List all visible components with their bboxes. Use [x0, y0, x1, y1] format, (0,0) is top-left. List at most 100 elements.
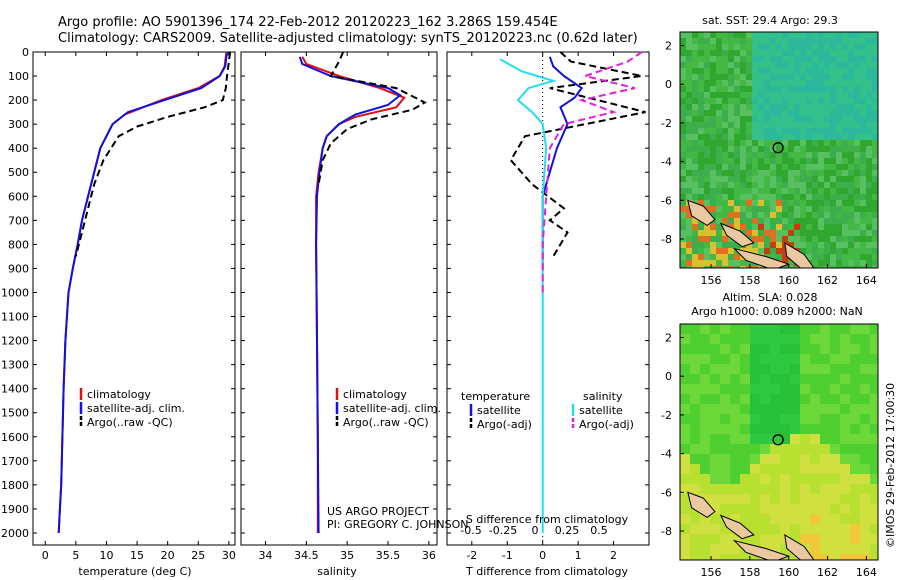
p-sla-cell	[810, 354, 820, 364]
p-sst-cell	[860, 74, 866, 80]
diff-legend-title: salinity	[583, 390, 623, 403]
p-sst-cell	[752, 122, 758, 128]
p-sst-cell	[800, 200, 806, 206]
p-sst-cell	[734, 32, 740, 38]
p-sst-cell	[818, 38, 824, 44]
p-sst-cell	[854, 170, 860, 176]
p-sst-cell	[734, 224, 740, 230]
p-sst-cell	[776, 98, 782, 104]
p-sla-cell	[710, 344, 720, 354]
argo-profile-marker	[772, 434, 784, 446]
p-sst-cell	[728, 86, 734, 92]
p-sst-cell	[848, 176, 854, 182]
p-sla-cell	[750, 404, 760, 414]
p-sla-cell	[790, 364, 800, 374]
p-sla-cell	[860, 364, 870, 374]
p-sst-cell	[758, 170, 764, 176]
p-sst-cell	[836, 182, 842, 188]
p-sst-cell	[722, 98, 728, 104]
p-sla-cell	[800, 484, 810, 494]
p-sst-cell	[806, 182, 812, 188]
p-sla-cell	[730, 384, 740, 394]
p-sla-cell	[870, 424, 878, 434]
p-sla-cell	[680, 494, 690, 504]
p-sla-cell	[810, 434, 820, 444]
p-sla-cell	[780, 444, 790, 454]
p-sst-cell	[680, 68, 686, 74]
p-sla-cell	[760, 484, 770, 494]
p-sla-cell	[750, 324, 760, 334]
p-sst-cell	[686, 32, 692, 38]
p-sla-cell	[860, 324, 870, 334]
p-sst-cell	[776, 44, 782, 50]
p-sst-cell	[698, 170, 704, 176]
p-sst-cell	[680, 50, 686, 56]
p-sla-cell	[800, 444, 810, 454]
p-sla-cell	[730, 394, 740, 404]
p-sst-cell	[854, 38, 860, 44]
p-sst-cell	[848, 170, 854, 176]
p-sla-cell	[820, 484, 830, 494]
p-sst-cell	[824, 164, 830, 170]
p-sst-cell	[746, 176, 752, 182]
p-sst-cell	[854, 86, 860, 92]
p-sst-cell	[866, 164, 872, 170]
p-sla-cell	[770, 494, 780, 504]
p-sst-cell	[776, 32, 782, 38]
p-sla-cell	[870, 484, 878, 494]
p-sst-cell	[872, 44, 878, 50]
p-sst-cell	[782, 164, 788, 170]
p-sst-cell	[842, 224, 848, 230]
p-sla-cell	[810, 474, 820, 484]
p-sst-cell	[854, 260, 860, 266]
p-sla-cell	[730, 464, 740, 474]
p-sst-cell	[872, 104, 878, 110]
p-sst-cell	[686, 260, 692, 266]
p-sla-cell	[800, 374, 810, 384]
sla-map-title2: Argo h1000: 0.089 h2000: NaN	[691, 305, 863, 318]
p-sla-cell	[730, 334, 740, 344]
p-sst-cell	[842, 242, 848, 248]
p-sst-cell	[842, 56, 848, 62]
p-sst-cell	[806, 92, 812, 98]
p-sst-cell	[728, 32, 734, 38]
p-sst-cell	[872, 224, 878, 230]
p-sst-cell	[818, 110, 824, 116]
p-sst-cell	[866, 32, 872, 38]
p-sla-cell	[690, 414, 700, 424]
p-sst-cell	[734, 188, 740, 194]
p-sst-cell	[734, 266, 740, 268]
p-sst-cell	[866, 206, 872, 212]
p-sla-cell	[800, 394, 810, 404]
p-sst-cell	[728, 98, 734, 104]
p-sst-cell	[812, 80, 818, 86]
p-sst-cell	[764, 110, 770, 116]
p-sla-cell	[720, 354, 730, 364]
p-sst-cell	[836, 266, 842, 268]
p-sla-cell	[700, 334, 710, 344]
p-sla-cell	[710, 364, 720, 374]
p-sst-cell	[770, 104, 776, 110]
p-sst-cell	[800, 44, 806, 50]
p-sst-cell	[794, 140, 800, 146]
p-sst-cell	[824, 260, 830, 266]
island-shape	[732, 247, 791, 268]
p-sst-cell	[680, 206, 686, 212]
p-sst-cell	[782, 104, 788, 110]
p-sst-cell	[800, 248, 806, 254]
p-sst-cell	[764, 38, 770, 44]
p-sst-cell	[692, 170, 698, 176]
p-sla-cell	[710, 454, 720, 464]
p-sla-cell	[680, 344, 690, 354]
p-sst-cell	[692, 146, 698, 152]
p-sla-cell	[700, 414, 710, 424]
p-sst-cell	[806, 146, 812, 152]
p-sst-cell	[698, 56, 704, 62]
p-sst-cell	[800, 92, 806, 98]
p-sst-cell	[728, 212, 734, 218]
p-sst-cell	[752, 140, 758, 146]
p-sla-cell	[780, 344, 790, 354]
p-sst-cell	[692, 116, 698, 122]
sla-map-title1: Altim. SLA: 0.028	[722, 291, 817, 304]
p-sla-cell	[820, 514, 830, 524]
